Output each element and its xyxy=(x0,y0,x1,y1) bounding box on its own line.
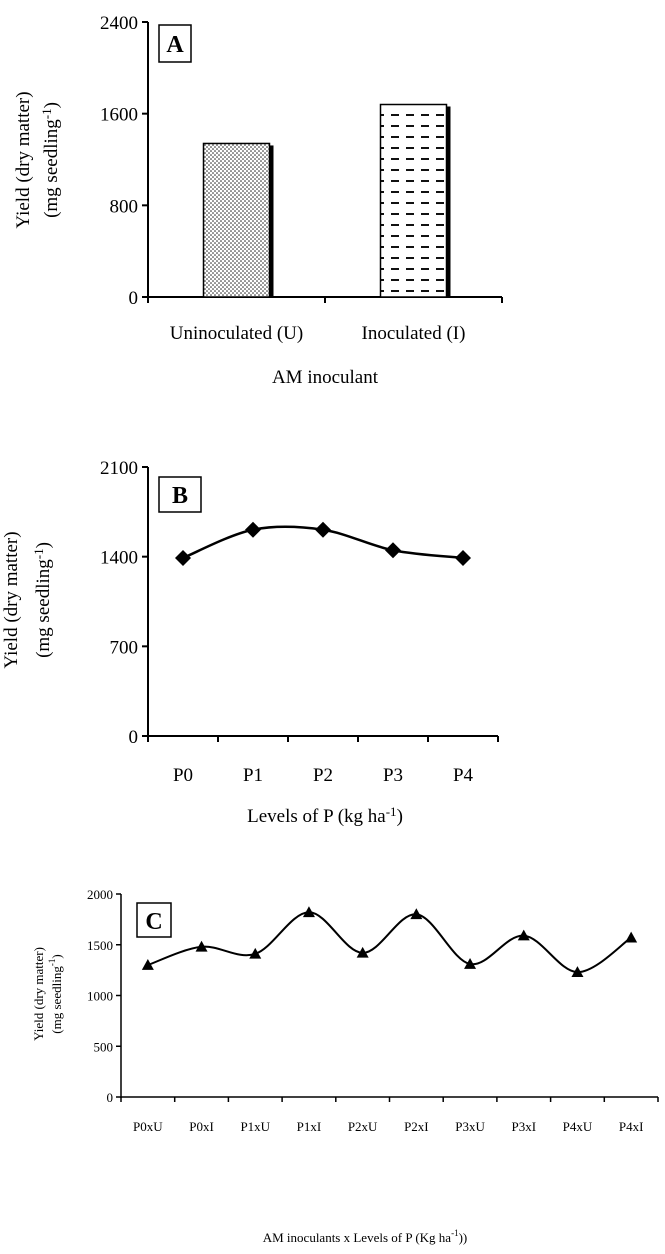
data-point xyxy=(455,549,471,566)
x-tick-label: P2xU xyxy=(348,1119,378,1134)
x-tick-label: P4 xyxy=(453,765,474,786)
y-axis-title: Yield (dry matter) xyxy=(1,531,22,668)
data-point xyxy=(175,549,191,566)
y-axis-title-unit: (mg seedling-1) xyxy=(47,954,64,1033)
x-tick-label: P3xU xyxy=(455,1119,485,1134)
x-tick-label: P1 xyxy=(243,765,263,786)
y-tick-label: 1600 xyxy=(100,105,138,126)
y-tick-label: 0 xyxy=(107,1090,114,1105)
y-axis-title-unit: (mg seedling-1) xyxy=(39,102,62,218)
y-tick-label: 0 xyxy=(129,727,139,748)
data-point xyxy=(410,908,423,920)
y-tick-label: 1400 xyxy=(100,548,138,569)
y-tick-label: 800 xyxy=(110,196,139,217)
y-axis-title: Yield (dry matter) xyxy=(31,947,46,1041)
y-tick-label: 500 xyxy=(94,1039,114,1054)
x-tick-label: P4xU xyxy=(563,1119,593,1134)
panel-label-box xyxy=(158,476,202,513)
panel-label: B xyxy=(172,483,188,509)
x-tick-label: P4xI xyxy=(619,1119,644,1134)
data-point xyxy=(356,946,369,958)
data-point xyxy=(141,959,154,970)
x-tick-label: Inoculated (I) xyxy=(362,323,466,344)
y-axis-title: Yield (dry matter) xyxy=(13,91,34,228)
x-tick-label: P2xI xyxy=(404,1119,429,1134)
data-point xyxy=(517,929,530,941)
panel-label-box xyxy=(136,902,172,938)
series-line xyxy=(147,911,632,974)
x-tick-label: P0xI xyxy=(189,1119,214,1134)
data-point xyxy=(302,906,315,918)
y-tick-label: 1000 xyxy=(87,989,113,1004)
x-tick-label: P1xI xyxy=(297,1119,322,1134)
x-tick-label: P1xU xyxy=(240,1119,270,1134)
y-tick-label: 1500 xyxy=(87,938,113,953)
data-point xyxy=(249,947,262,959)
data-point xyxy=(625,931,638,943)
panel-label: A xyxy=(166,32,184,58)
data-point xyxy=(315,521,331,538)
x-axis-title: AM inoculants x Levels of P (Kg ha-1)) xyxy=(263,1228,468,1245)
y-tick-label: 700 xyxy=(110,637,139,658)
x-tick-label: P3xI xyxy=(511,1119,536,1134)
x-axis-title: AM inoculant xyxy=(272,367,379,388)
y-tick-label: 0 xyxy=(129,288,139,309)
y-axis-title-unit: (mg seedling-1) xyxy=(31,542,54,658)
x-tick-label: Uninoculated (U) xyxy=(170,323,303,344)
data-point xyxy=(464,958,477,969)
data-point xyxy=(245,521,261,538)
x-tick-label: P0 xyxy=(173,765,193,786)
x-axis-title: Levels of P (kg ha-1) xyxy=(247,804,403,827)
data-point xyxy=(571,966,584,977)
y-tick-label: 2000 xyxy=(87,887,113,902)
y-tick-label: 2100 xyxy=(100,458,138,479)
x-tick-label: P0xU xyxy=(133,1119,163,1134)
x-tick-label: P2 xyxy=(313,765,333,786)
panel-label: C xyxy=(145,909,162,935)
data-point xyxy=(385,542,401,559)
data-point xyxy=(195,940,208,952)
y-tick-label: 2400 xyxy=(100,13,138,34)
panel-label-box xyxy=(158,24,192,63)
bar xyxy=(202,142,271,298)
x-tick-label: P3 xyxy=(383,765,403,786)
bar xyxy=(379,103,448,298)
